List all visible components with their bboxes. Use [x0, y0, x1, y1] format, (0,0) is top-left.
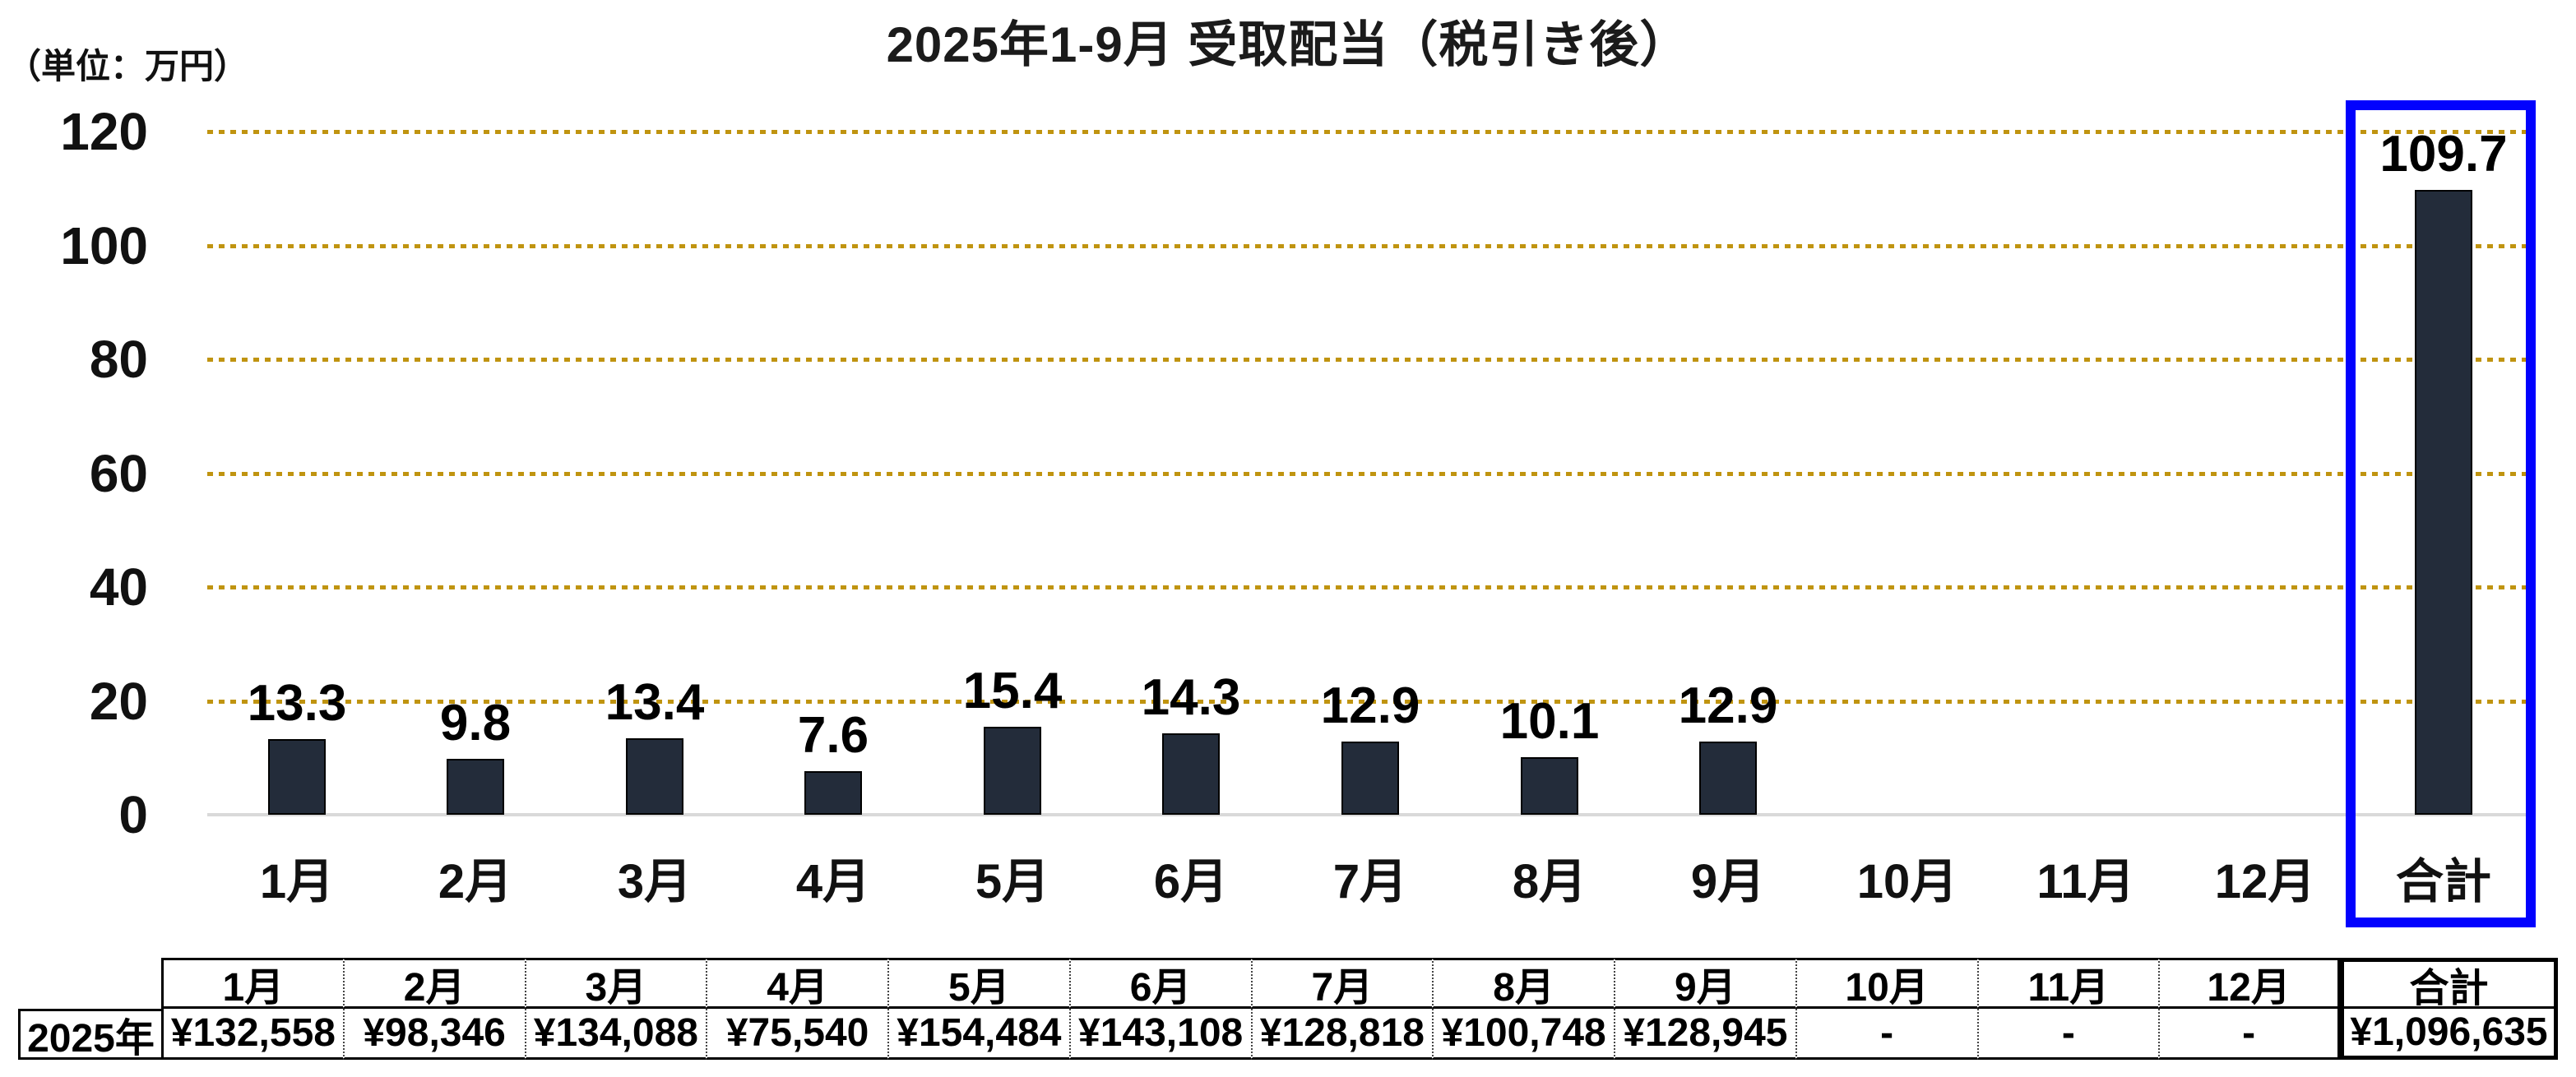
bar-value-label: 12.9	[1320, 677, 1420, 734]
table-header-cell: 10月	[1795, 958, 1977, 1010]
bar	[268, 739, 326, 815]
gridline	[207, 243, 2533, 248]
x-category-label: 1月	[259, 855, 335, 908]
table-header-cell: 12月	[2158, 958, 2340, 1010]
bar	[804, 771, 862, 815]
bar-value-label: 13.3	[247, 675, 347, 732]
y-tick-label: 0	[118, 785, 148, 844]
table-header-cell: 2月	[342, 958, 525, 1010]
y-tick-label: 40	[89, 557, 148, 617]
table-header-cell: 5月	[887, 958, 1069, 1010]
x-category-label: 6月	[1153, 855, 1229, 908]
table-value-cell: ¥100,748	[1432, 1009, 1614, 1060]
bar-value-label: 109.7	[2379, 126, 2508, 183]
table-value-cell: -	[1976, 1009, 2159, 1060]
table-header-cell: 8月	[1432, 958, 1614, 1010]
unit-label: （単位：万円）	[7, 47, 249, 86]
x-category-label: 合計	[2395, 855, 2491, 908]
y-tick-label: 20	[89, 671, 148, 731]
bar	[984, 727, 1041, 815]
x-category-label: 3月	[617, 855, 693, 908]
x-category-label: 7月	[1332, 855, 1408, 908]
bar-value-label: 9.8	[439, 695, 512, 751]
table-value-cell: ¥98,346	[342, 1009, 525, 1060]
bar-value-label: 10.1	[1499, 693, 1600, 750]
plot-area: 13.3 9.8 13.4 7.6 15.4 14.3 12.9 10.1 12.9 109.7	[207, 127, 2533, 816]
bar	[447, 759, 504, 815]
total-highlight-box	[2346, 100, 2536, 927]
bar-value-label: 13.4	[605, 674, 705, 731]
table-value-cell: -	[2158, 1009, 2340, 1060]
x-category-label: 10月	[1856, 855, 1958, 908]
table-header-cell: 11月	[1976, 958, 2159, 1010]
bar	[1341, 742, 1399, 815]
table-total-header-cell: 合計	[2340, 958, 2558, 1010]
table-value-cell: ¥143,108	[1068, 1009, 1251, 1060]
bar-value-label: 15.4	[962, 663, 1063, 719]
y-tick-label: 120	[60, 102, 148, 161]
table-value-cell: ¥134,088	[524, 1009, 707, 1060]
table-header-cell: 9月	[1614, 958, 1795, 1010]
x-category-label: 9月	[1690, 855, 1766, 908]
table-value-cell: ¥128,945	[1614, 1009, 1795, 1060]
table-blank-cell	[18, 958, 161, 1009]
table-value-cell: -	[1795, 1009, 1977, 1060]
gridline	[207, 585, 2533, 589]
table-value-cell: ¥132,558	[161, 1009, 343, 1060]
bar	[1521, 757, 1578, 815]
table-header-cell: 4月	[706, 958, 887, 1010]
gridline	[207, 471, 2533, 476]
y-tick-label: 100	[60, 215, 148, 275]
bar	[626, 738, 683, 815]
table-total-value-cell: ¥1,096,635	[2340, 1009, 2558, 1060]
bar-value-label: 7.6	[797, 707, 869, 764]
gridline	[207, 130, 2533, 134]
summary-table: 1月 2月 3月 4月 5月 6月 7月 8月 9月 10月 11月 12月 合計 2025年 ¥132,5…	[18, 958, 2558, 1061]
x-category-label: 2月	[438, 855, 513, 908]
bar	[2415, 190, 2472, 815]
table-header-cell: 6月	[1068, 958, 1251, 1010]
bar-value-label: 12.9	[1678, 677, 1778, 734]
x-category-label: 8月	[1512, 855, 1587, 908]
bar	[1699, 742, 1757, 815]
y-tick-label: 60	[89, 443, 148, 503]
table-value-cell: ¥75,540	[706, 1009, 887, 1060]
table-value-cell: ¥128,818	[1250, 1009, 1433, 1060]
x-category-label: 5月	[975, 855, 1050, 908]
chart-title: 2025年1-9月 受取配当（税引き後）	[886, 17, 1690, 72]
gridline	[207, 699, 2533, 704]
y-tick-label: 80	[89, 330, 148, 389]
table-header-cell: 1月	[161, 958, 343, 1010]
x-category-label: 12月	[2214, 855, 2316, 908]
x-category-label: 4月	[795, 855, 871, 908]
gridline	[207, 358, 2533, 362]
table-value-cell: ¥154,484	[887, 1009, 1069, 1060]
x-category-label: 11月	[2036, 855, 2135, 908]
table-header-cell: 7月	[1250, 958, 1433, 1010]
bar-value-label: 14.3	[1141, 669, 1241, 726]
x-axis-line	[207, 813, 2533, 816]
table-year-cell: 2025年	[18, 1009, 161, 1061]
bar	[1162, 733, 1220, 815]
table-header-cell: 3月	[524, 958, 707, 1010]
